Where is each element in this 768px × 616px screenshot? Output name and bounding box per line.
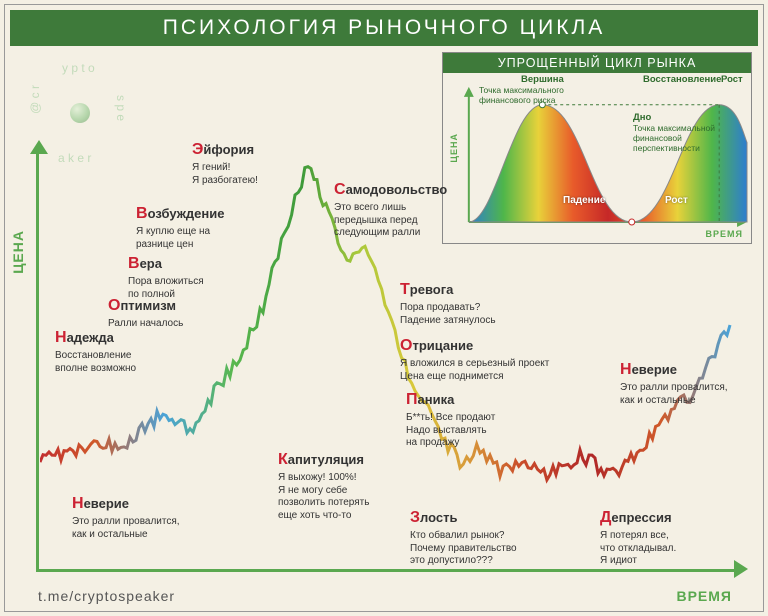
inset-growth: Рост — [721, 75, 743, 86]
footer-link: t.me/cryptospeaker — [38, 588, 175, 604]
phase-anger: ЗлостьКто обвалил рынок?Почему правитель… — [410, 508, 517, 568]
chart-title: ПСИХОЛОГИЯ РЫНОЧНОГО ЦИКЛА — [10, 10, 758, 46]
inset-x-label: ВРЕМЯ — [706, 229, 743, 239]
inset-bottom-sub: Точка максимальной финансовой перспектив… — [633, 124, 733, 153]
phase-depression: ДепрессияЯ потерял все,что откладывал.Я … — [600, 508, 676, 568]
inset-y-label: ЦЕНА — [449, 133, 459, 163]
y-axis — [36, 150, 39, 570]
phase-disbelief2: НевериеЭто ралли провалится,как и осталь… — [620, 360, 728, 407]
inset-title: УПРОЩЕННЫЙ ЦИКЛ РЫНКА — [443, 53, 751, 73]
inset-rise: Рост — [665, 195, 688, 206]
phase-complacency: CамодовольствоЭто всего лишьпередышка пе… — [334, 180, 447, 240]
phase-capitulation: КапитуляцияЯ выхожу! 100%!Я не могу себе… — [278, 450, 369, 522]
phase-hope: НадеждаВосстановлениевполне возможно — [55, 328, 136, 375]
phase-denial: ОтрицаниеЯ вложился в серьезный проектЦе… — [400, 336, 549, 383]
phase-excitement: ВозбуждениеЯ куплю еще наразнице цен — [136, 204, 225, 251]
phase-belief: ВераПора вложитьсяпо полной — [128, 254, 204, 301]
phase-euphoria: ЭйфорияЯ гений!Я разбогатею! — [192, 140, 258, 187]
phase-panic: ПаникаБ**ть! Все продаютНадо выставлятьн… — [406, 390, 495, 450]
phase-disbelief1: НевериеЭто ралли провалится,как и осталь… — [72, 494, 180, 541]
inset-panel: УПРОЩЕННЫЙ ЦИКЛ РЫНКА ЦЕНА ВРЕМЯ Вершина… — [442, 52, 752, 244]
phase-anxiety: ТревогаПора продавать?Падение затянулось — [400, 280, 496, 327]
inset-fall: Падение — [563, 195, 605, 206]
x-axis-label: ВРЕМЯ — [676, 588, 732, 604]
inset-recover: Восстановление — [643, 75, 721, 86]
inset-top-sub: Точка максимального финансового риска — [479, 86, 589, 106]
y-axis-label: ЦЕНА — [10, 230, 26, 274]
phase-optimism: ОптимизмРалли началось — [108, 296, 183, 331]
